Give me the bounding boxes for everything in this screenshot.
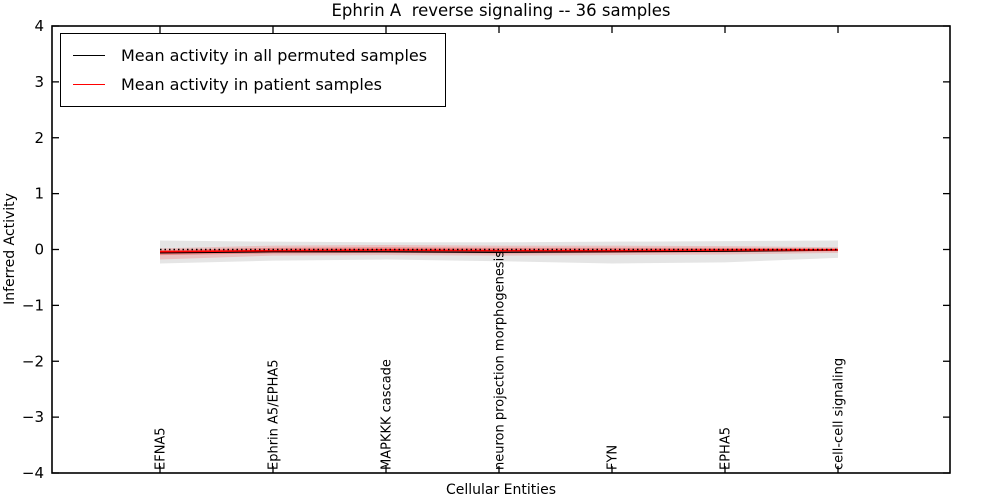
series-line-mean-activity-in-all-permuted-samples: [159, 249, 839, 254]
chart-title: Ephrin A reverse signaling -- 36 samples: [331, 1, 671, 20]
legend-line-swatch: [73, 55, 105, 56]
y-tick-label: 4: [34, 17, 44, 35]
x-category-label: cell-cell signaling: [832, 358, 847, 470]
legend-line-swatch: [73, 84, 105, 85]
plot-area: 4 3 2 1 0 −1 −2 −3 −4 EFNA5 Ephrin A5/EPHA5 MAPKKK …: [22, 17, 951, 482]
y-tick-label: −3: [22, 408, 44, 426]
x-category-label: EFNA5: [154, 427, 169, 470]
y-tick-label: 3: [34, 73, 44, 91]
legend-item-label: Mean activity in all permuted samples: [121, 46, 428, 65]
y-tick-label: −4: [22, 464, 44, 482]
series-line-mean-activity-in-patient-samples: [159, 248, 839, 253]
x-category-label: neuron projection morphogenesis: [493, 251, 508, 470]
legend: Mean activity in all permuted samples Mea…: [60, 33, 447, 107]
legend-item-1: Mean activity in patient samples: [73, 70, 427, 99]
y-axis-label: Inferred Activity: [2, 193, 18, 305]
x-category-label: FYN: [606, 445, 621, 470]
y-tick-label: −1: [22, 296, 44, 314]
x-axis-label: Cellular Entities: [446, 482, 556, 498]
legend-item-0: Mean activity in all permuted samples: [73, 41, 427, 70]
y-tick-label: 0: [34, 241, 44, 259]
legend-item-label: Mean activity in patient samples: [121, 75, 382, 94]
y-tick-label: −2: [22, 352, 44, 370]
x-category-label: Ephrin A5/EPHA5: [267, 359, 282, 470]
x-category-label: MAPKKK cascade: [380, 359, 395, 470]
y-tick-label: 1: [34, 185, 44, 203]
y-tick-label: 2: [34, 129, 44, 147]
x-category-label: EPHA5: [719, 427, 734, 470]
